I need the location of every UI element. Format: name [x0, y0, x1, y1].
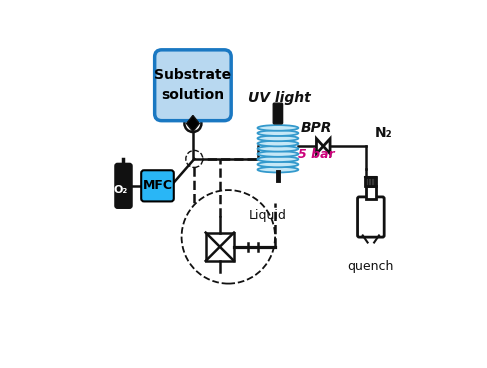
FancyBboxPatch shape	[141, 170, 174, 201]
Text: MFC: MFC	[143, 179, 172, 192]
Polygon shape	[206, 233, 234, 261]
Text: N₂: N₂	[375, 127, 392, 141]
FancyBboxPatch shape	[273, 103, 282, 124]
Ellipse shape	[258, 156, 299, 162]
Polygon shape	[317, 139, 323, 154]
Text: UV light: UV light	[248, 91, 311, 105]
Polygon shape	[323, 139, 330, 154]
Text: BPR: BPR	[300, 121, 332, 135]
Polygon shape	[187, 116, 199, 132]
Ellipse shape	[258, 125, 299, 131]
Ellipse shape	[258, 130, 299, 136]
FancyBboxPatch shape	[365, 177, 376, 187]
Text: O₂: O₂	[113, 185, 128, 195]
FancyBboxPatch shape	[357, 197, 384, 237]
Ellipse shape	[258, 135, 299, 141]
Text: Substrate
solution: Substrate solution	[154, 68, 231, 102]
Ellipse shape	[258, 151, 299, 157]
FancyBboxPatch shape	[115, 164, 131, 208]
FancyBboxPatch shape	[155, 50, 231, 121]
FancyBboxPatch shape	[366, 187, 376, 199]
Ellipse shape	[258, 146, 299, 152]
Text: 5 bar: 5 bar	[298, 148, 335, 161]
Ellipse shape	[258, 167, 299, 173]
Text: quench: quench	[348, 260, 394, 273]
Ellipse shape	[258, 162, 299, 167]
Text: Liquid: Liquid	[249, 209, 287, 222]
Circle shape	[185, 115, 202, 132]
Ellipse shape	[258, 141, 299, 146]
